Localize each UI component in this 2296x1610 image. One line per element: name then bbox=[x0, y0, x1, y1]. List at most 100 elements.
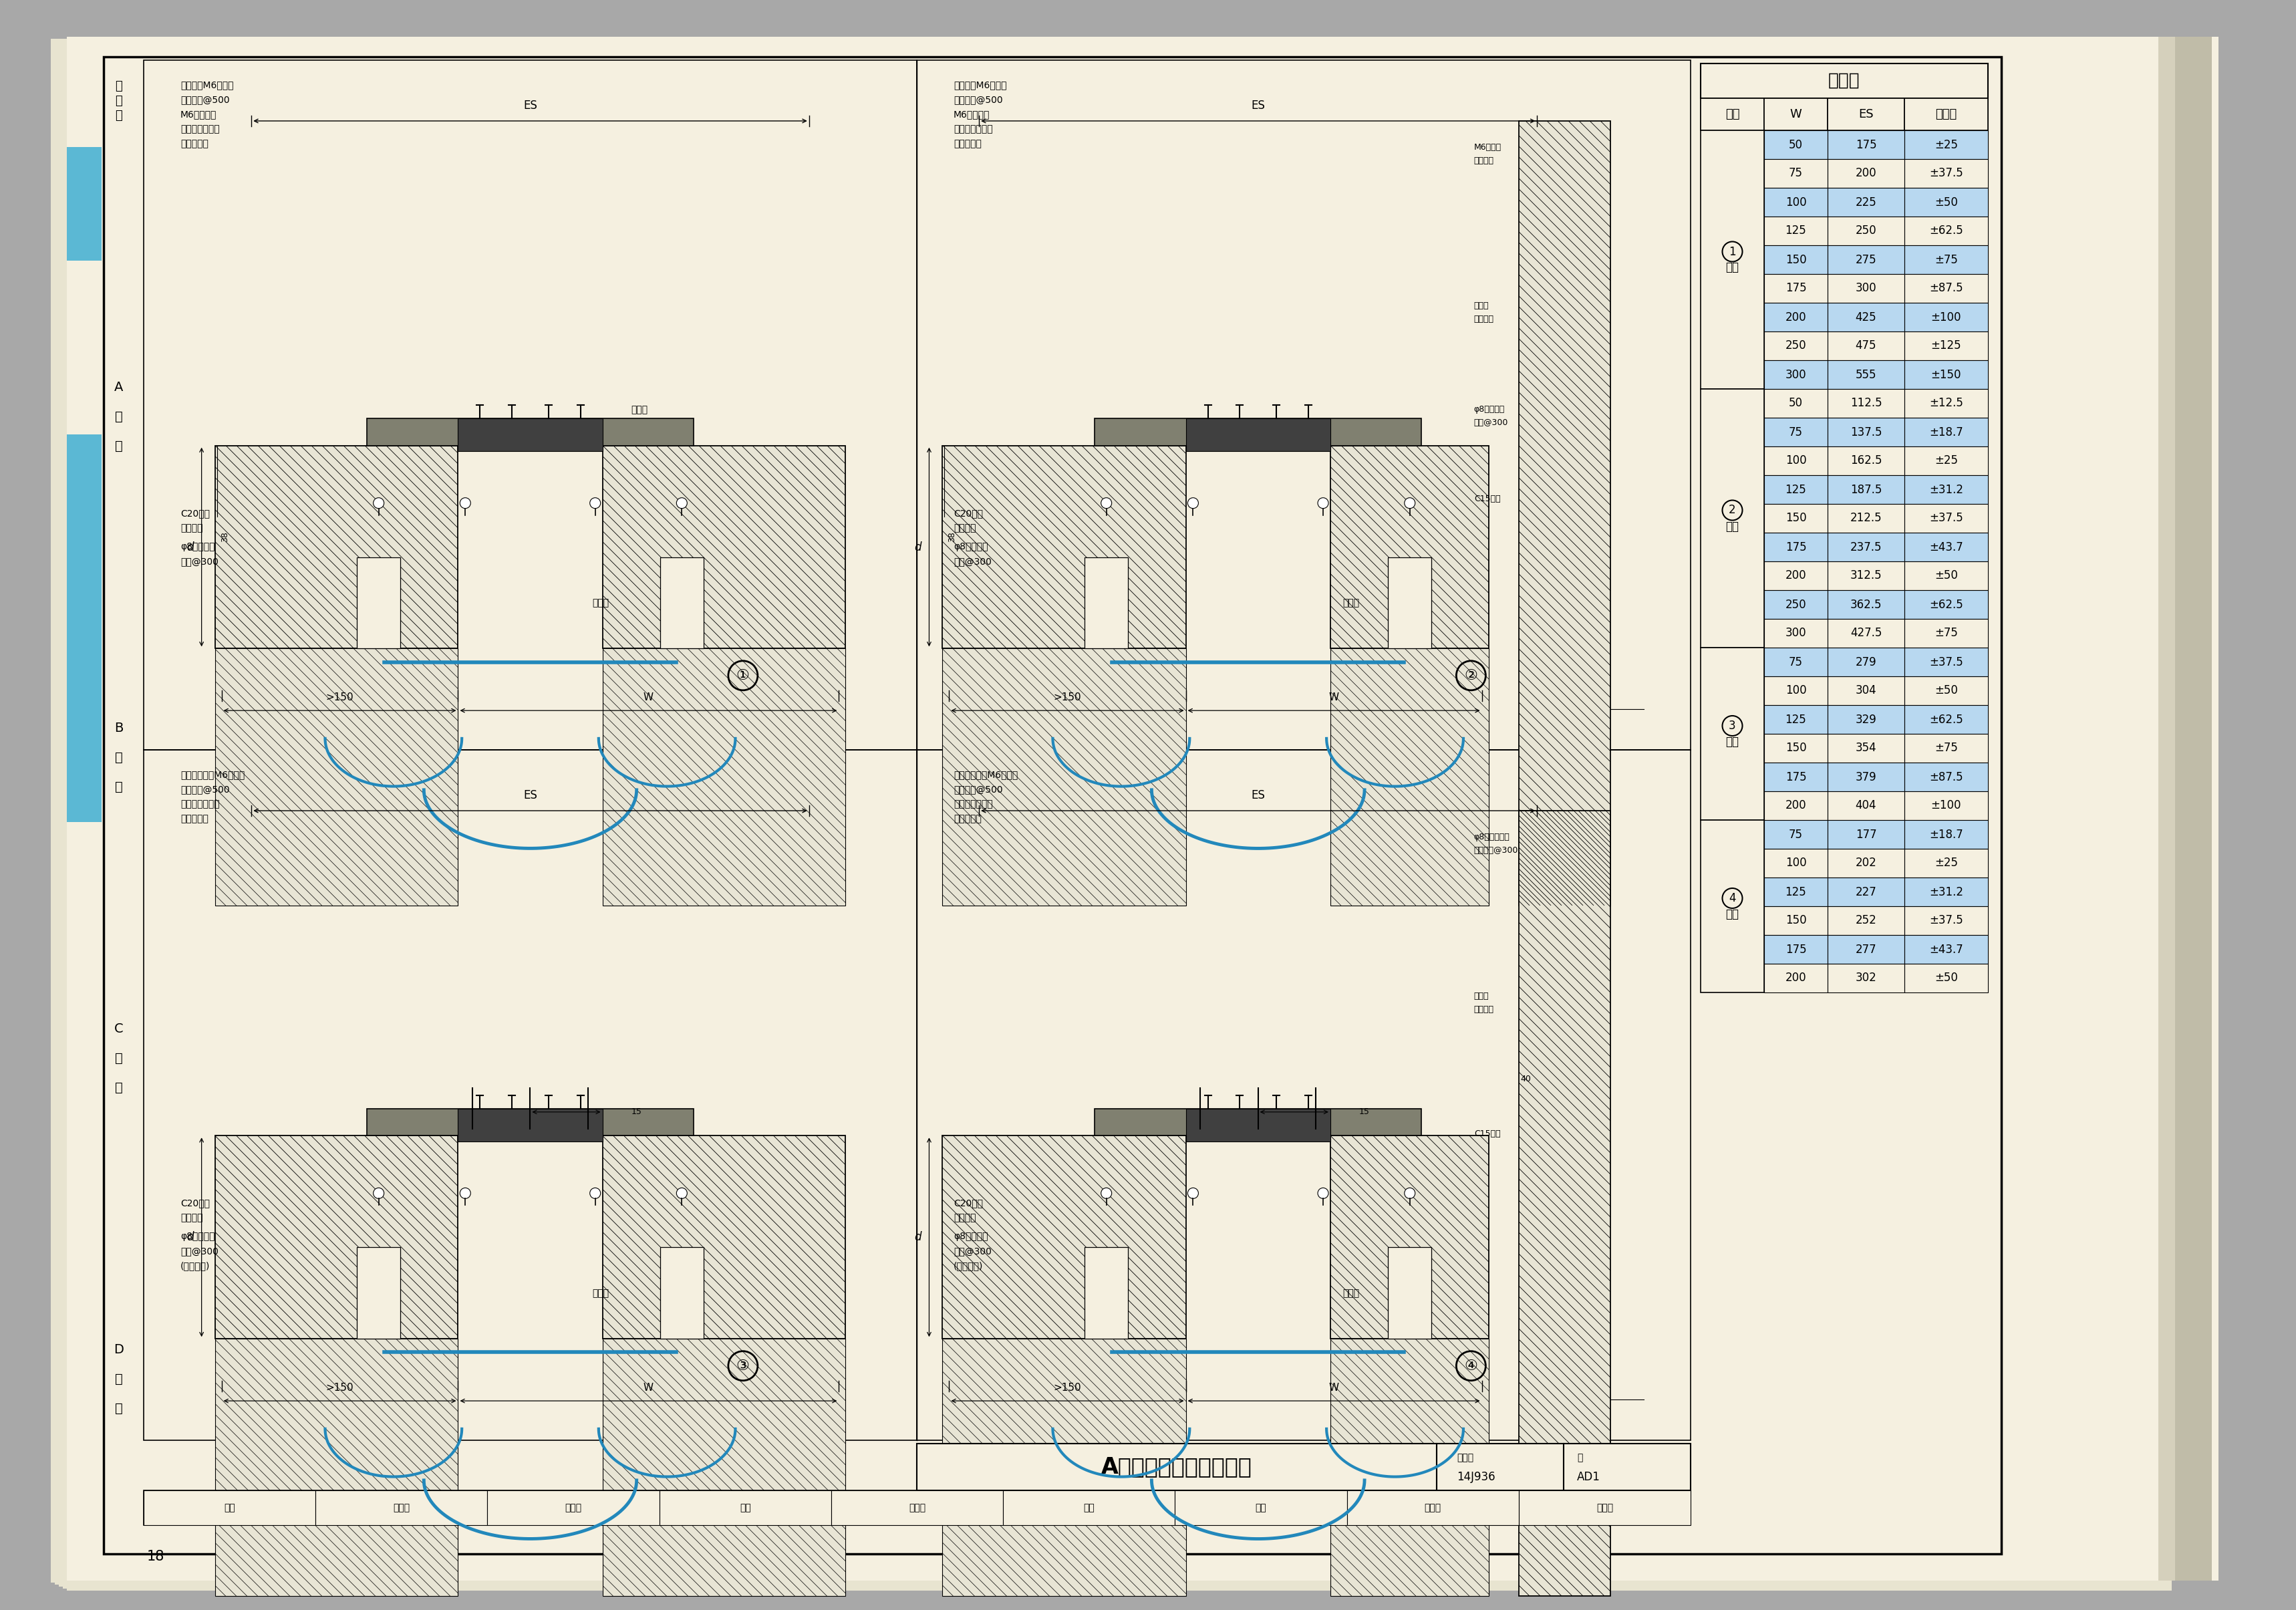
Bar bbox=[1828, 848, 1903, 877]
Text: 2: 2 bbox=[1729, 504, 1736, 517]
Bar bbox=[1828, 417, 1903, 446]
Bar bbox=[1518, 121, 1609, 905]
Bar bbox=[1345, 1491, 1518, 1525]
Bar bbox=[145, 60, 916, 750]
Bar bbox=[1763, 475, 1828, 504]
Text: 系: 系 bbox=[115, 752, 122, 763]
Bar bbox=[1828, 763, 1903, 791]
Bar bbox=[1518, 1491, 1690, 1525]
Text: 铝合金基座: 铝合金基座 bbox=[953, 138, 980, 148]
Text: 75: 75 bbox=[1789, 655, 1802, 668]
Bar bbox=[1828, 332, 1903, 361]
Bar bbox=[1903, 390, 1988, 417]
Text: 379: 379 bbox=[1855, 771, 1876, 782]
Bar bbox=[1763, 819, 1828, 848]
Text: 100: 100 bbox=[1784, 454, 1807, 467]
Text: 墙体见: 墙体见 bbox=[1474, 992, 1488, 1000]
Text: 162.5: 162.5 bbox=[1851, 454, 1880, 467]
Text: (交错布置): (交错布置) bbox=[953, 1261, 983, 1270]
Text: 302: 302 bbox=[1855, 972, 1876, 984]
Bar bbox=[1828, 618, 1903, 647]
Text: ②: ② bbox=[1465, 668, 1476, 683]
Text: 页: 页 bbox=[1577, 1452, 1582, 1462]
Text: d: d bbox=[914, 1232, 921, 1243]
Circle shape bbox=[677, 1188, 687, 1198]
Bar bbox=[1763, 274, 1828, 303]
Text: 列: 列 bbox=[115, 1402, 122, 1415]
Text: 50: 50 bbox=[1789, 138, 1802, 151]
Text: 425: 425 bbox=[1855, 311, 1876, 324]
Bar bbox=[1084, 557, 1127, 649]
Bar bbox=[487, 1491, 659, 1525]
Text: 弹簧滑杆件用M6不锈钢: 弹簧滑杆件用M6不锈钢 bbox=[181, 770, 246, 779]
Bar bbox=[1763, 877, 1828, 906]
Bar bbox=[1763, 332, 1828, 361]
Bar bbox=[1828, 475, 1903, 504]
Bar bbox=[1763, 906, 1828, 935]
Bar bbox=[1518, 811, 1609, 1596]
Bar bbox=[145, 1491, 1690, 1525]
Text: >150: >150 bbox=[1054, 1383, 1081, 1393]
Bar bbox=[1185, 419, 1329, 451]
Text: 滑杆件用M6不锈钢: 滑杆件用M6不锈钢 bbox=[181, 81, 234, 90]
Text: W: W bbox=[1789, 108, 1802, 121]
Text: 周祥茵: 周祥茵 bbox=[393, 1504, 409, 1512]
Text: 止水带: 止水带 bbox=[592, 599, 608, 607]
Text: 329: 329 bbox=[1855, 713, 1876, 726]
Text: ±62.5: ±62.5 bbox=[1929, 599, 1963, 610]
Bar bbox=[1903, 188, 1988, 216]
Text: ±43.7: ±43.7 bbox=[1929, 943, 1963, 955]
Text: ④: ④ bbox=[1465, 1359, 1476, 1373]
Text: ③: ③ bbox=[737, 1359, 748, 1373]
Bar bbox=[1903, 274, 1988, 303]
Bar bbox=[1387, 557, 1430, 649]
Text: C15导墙: C15导墙 bbox=[1474, 494, 1499, 504]
Text: 角缝: 角缝 bbox=[1724, 908, 1738, 921]
Bar bbox=[1763, 216, 1828, 245]
Text: C15导墙: C15导墙 bbox=[1474, 1130, 1499, 1138]
Bar bbox=[1828, 819, 1903, 848]
Bar bbox=[1903, 705, 1988, 734]
Text: 404: 404 bbox=[1855, 800, 1876, 811]
Text: 225: 225 bbox=[1855, 196, 1876, 208]
Bar bbox=[1903, 591, 1988, 618]
Text: 40: 40 bbox=[1520, 1074, 1531, 1084]
Bar bbox=[1903, 647, 1988, 676]
Text: 125: 125 bbox=[1784, 886, 1807, 898]
Bar bbox=[602, 446, 845, 649]
Text: 175: 175 bbox=[1784, 282, 1807, 295]
Text: 螺栓紧固@500: 螺栓紧固@500 bbox=[181, 784, 230, 794]
Text: 铝合金中心盖板: 铝合金中心盖板 bbox=[953, 124, 992, 134]
Circle shape bbox=[1100, 1188, 1111, 1198]
Bar bbox=[1176, 1491, 1345, 1525]
Text: ES: ES bbox=[1857, 108, 1874, 121]
Bar bbox=[2172, 37, 2211, 1581]
Text: 150: 150 bbox=[1784, 742, 1807, 753]
Text: 15: 15 bbox=[631, 1108, 641, 1116]
Circle shape bbox=[1405, 497, 1414, 509]
Text: C: C bbox=[115, 1022, 124, 1035]
Text: φ8塑料胀锚: φ8塑料胀锚 bbox=[953, 543, 987, 551]
Bar bbox=[1763, 361, 1828, 390]
Bar bbox=[1903, 361, 1988, 390]
Text: 系: 系 bbox=[115, 1051, 122, 1064]
Bar bbox=[67, 435, 101, 823]
Bar bbox=[602, 649, 845, 905]
Text: ±25: ±25 bbox=[1933, 857, 1956, 869]
Text: 100: 100 bbox=[1784, 196, 1807, 208]
Bar bbox=[1763, 562, 1828, 591]
Bar bbox=[1903, 475, 1988, 504]
Text: 4: 4 bbox=[1729, 892, 1736, 905]
Bar bbox=[1763, 533, 1828, 562]
Text: 137.5: 137.5 bbox=[1851, 427, 1880, 438]
Bar bbox=[1903, 734, 1988, 763]
Text: 工程设计: 工程设计 bbox=[1474, 316, 1492, 324]
Bar bbox=[216, 446, 457, 649]
Circle shape bbox=[590, 497, 599, 509]
Text: 175: 175 bbox=[1855, 138, 1876, 151]
Bar bbox=[1763, 705, 1828, 734]
Bar bbox=[916, 60, 1690, 750]
Bar bbox=[1903, 848, 1988, 877]
Text: d: d bbox=[186, 1232, 193, 1243]
Bar bbox=[1699, 130, 1763, 390]
